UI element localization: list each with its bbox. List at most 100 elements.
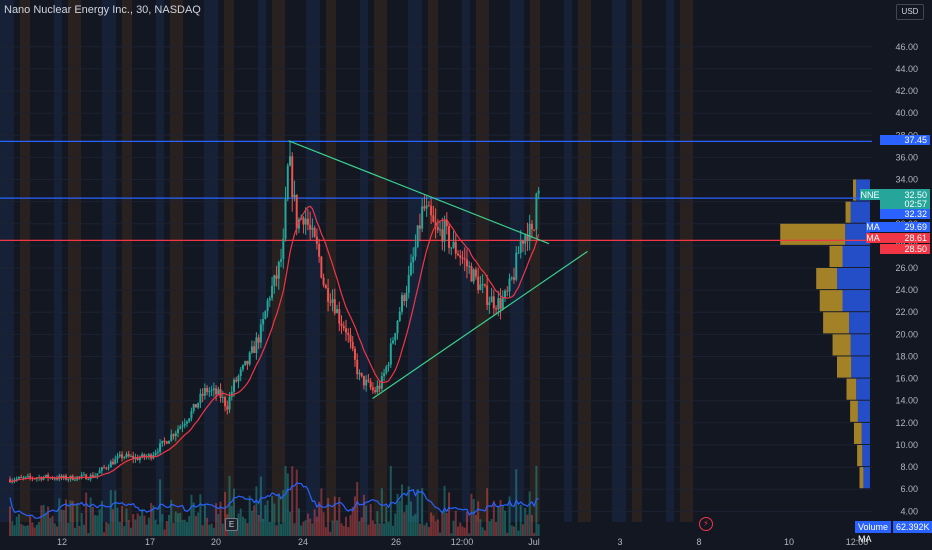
volume-bar xyxy=(434,521,437,536)
moving-average-line xyxy=(9,205,540,483)
x-tick-label: Jul xyxy=(528,537,540,547)
volume-ma-polyline xyxy=(9,482,539,519)
volume-bar xyxy=(430,512,433,536)
trendlines[interactable] xyxy=(288,140,588,400)
candle-body xyxy=(141,454,144,458)
volume-bar xyxy=(217,513,220,536)
session-band xyxy=(699,0,708,522)
volume-bar xyxy=(215,503,218,536)
profile-down-bar xyxy=(862,444,870,467)
candle-body xyxy=(418,225,421,229)
candle-body xyxy=(349,334,352,342)
volume-bar xyxy=(259,476,262,536)
candle-body xyxy=(183,423,186,426)
volume-bar xyxy=(60,509,63,536)
volume-bar xyxy=(143,515,146,536)
candle-body xyxy=(432,215,435,222)
profile-up-bar xyxy=(819,290,843,312)
profile-down-bar xyxy=(851,356,870,378)
candle-body xyxy=(351,341,354,349)
candle-body xyxy=(181,425,184,427)
candle-body xyxy=(295,194,298,229)
volume-bar xyxy=(472,499,475,536)
volume-bar xyxy=(134,519,137,536)
volume-bar xyxy=(183,519,186,536)
volume-bar xyxy=(450,533,453,536)
volume-bar xyxy=(13,525,16,536)
candle-body xyxy=(53,478,56,480)
candle-body xyxy=(203,387,206,396)
candle-body xyxy=(318,243,321,257)
volume-ma-legend: Volume MA 62.392K xyxy=(855,521,932,544)
candle-body xyxy=(170,434,173,441)
candle-body xyxy=(275,275,278,279)
candle-body xyxy=(403,295,406,302)
profile-up-bar xyxy=(859,467,864,489)
volume-bar xyxy=(62,510,65,536)
candle-body xyxy=(537,190,540,194)
volume-bar xyxy=(224,492,227,536)
profile-down-bar xyxy=(845,223,870,245)
candle-body xyxy=(56,478,59,480)
y-tick-label: 20.00 xyxy=(895,329,918,339)
volume-bar xyxy=(519,505,522,536)
candle-body xyxy=(353,348,356,360)
session-band xyxy=(578,0,591,522)
profile-up-bar xyxy=(845,201,851,223)
volume-bar xyxy=(311,523,314,536)
candle-body xyxy=(26,475,29,477)
volume-bar xyxy=(387,521,390,536)
price-tag-value: 29.69 xyxy=(904,222,927,232)
volume-bar xyxy=(297,508,300,536)
candle-body xyxy=(159,443,162,452)
volume-bar xyxy=(147,517,150,536)
session-band xyxy=(291,0,300,522)
y-tick-label: 12.00 xyxy=(895,418,918,428)
candle-body xyxy=(383,373,386,377)
profile-down-bar xyxy=(857,400,870,422)
candle-body xyxy=(405,292,408,302)
volume-bar xyxy=(340,523,343,536)
time-axis[interactable]: 12 17 20 24 26 12:00 Jul 3 8 10 12:00 xyxy=(57,537,868,547)
price-tag-value: 28.50 xyxy=(904,244,927,254)
candle-body xyxy=(210,390,213,392)
candle-body xyxy=(228,396,231,410)
price-tag-bg xyxy=(880,189,930,209)
volume-bar xyxy=(221,523,224,536)
volume-bar xyxy=(481,527,484,536)
volume-bar xyxy=(510,525,513,536)
earnings-badge[interactable]: E xyxy=(225,518,238,531)
session-band xyxy=(648,0,660,522)
volume-bar xyxy=(141,509,144,536)
candle-body xyxy=(443,219,446,242)
lightning-icon[interactable]: ⚡ xyxy=(699,517,713,531)
volume-bar xyxy=(488,521,491,536)
volume-bar xyxy=(309,518,312,536)
candle-body xyxy=(206,387,209,392)
session-band xyxy=(36,0,48,522)
volume-bar xyxy=(302,521,305,536)
currency-button[interactable]: USD xyxy=(896,4,924,20)
volume-bar xyxy=(479,519,482,536)
candle-body xyxy=(488,302,491,305)
price-axis[interactable]: 4.00 6.00 8.00 10.00 12.00 14.00 16.00 18.00 20.… xyxy=(872,0,932,550)
volume-bar xyxy=(324,527,327,536)
volume-bar xyxy=(396,493,399,536)
candle-body xyxy=(398,311,401,321)
candle-body xyxy=(248,352,251,365)
candle-body xyxy=(87,479,90,481)
candle-body xyxy=(143,454,146,458)
volume-bar xyxy=(219,501,222,536)
volume-bar xyxy=(371,520,374,536)
volume-bar xyxy=(78,526,81,536)
candle-body xyxy=(147,454,150,457)
session-band xyxy=(597,0,606,522)
grid xyxy=(0,46,872,512)
candle-body xyxy=(109,461,112,468)
x-tick-label: 12:00 xyxy=(451,537,474,547)
horizontal-levels[interactable] xyxy=(0,140,872,241)
volume-bar xyxy=(295,469,298,536)
candle-body xyxy=(239,369,242,376)
volume-bar xyxy=(537,524,540,536)
